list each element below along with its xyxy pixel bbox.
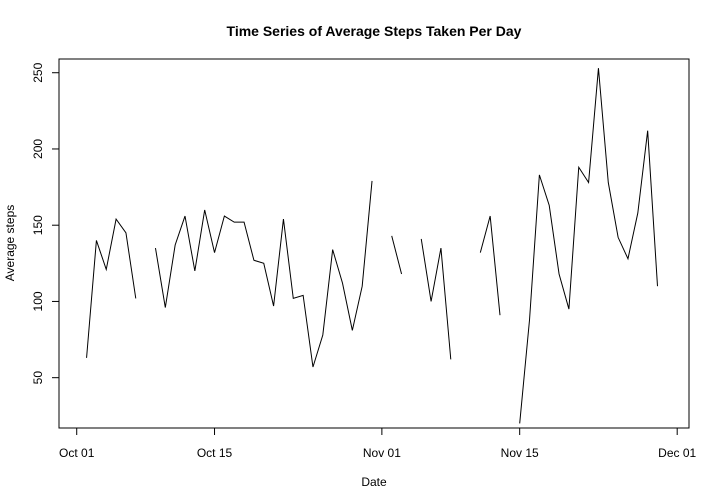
x-axis: Oct 01 Oct 15 Nov 01 Nov 15 Dec 01 [59,428,696,460]
series-line-segment [392,236,402,274]
series-line-segment [87,219,136,358]
y-tick-label: 150 [31,215,45,235]
series-line-segment [520,68,658,423]
y-tick-label: 200 [31,139,45,159]
series-line-segment [421,239,451,359]
x-tick-label: Dec 01 [658,446,696,460]
x-axis-label: Date [361,475,387,489]
x-tick-label: Oct 01 [59,446,95,460]
chart-title: Time Series of Average Steps Taken Per D… [227,23,522,39]
x-tick-label: Nov 01 [363,446,401,460]
y-tick-label: 250 [31,62,45,82]
y-tick-label: 100 [31,291,45,311]
y-tick-label: 50 [31,371,45,385]
series-layer [87,68,658,423]
series-line-segment [155,181,372,367]
y-axis-label: Average steps [3,205,17,282]
y-axis: 50 100 150 200 250 [31,62,59,384]
x-tick-label: Nov 15 [501,446,539,460]
series-line-segment [480,216,500,315]
x-tick-label: Oct 15 [197,446,233,460]
